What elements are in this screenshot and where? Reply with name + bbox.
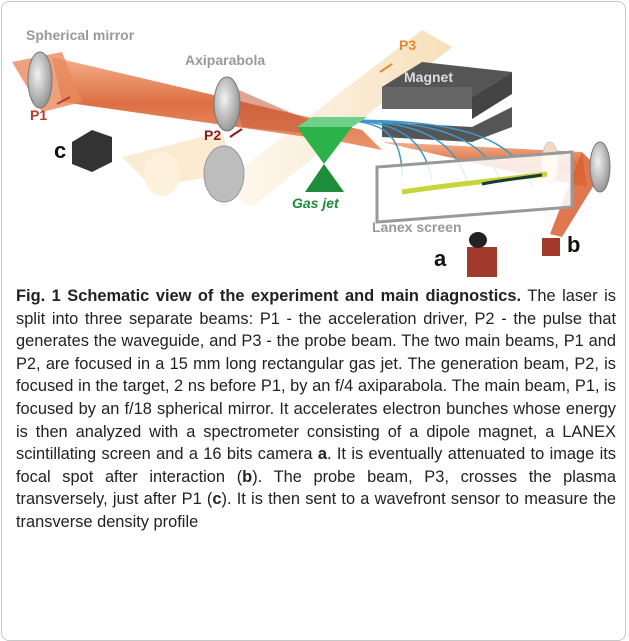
electron-signal-core	[481, 173, 543, 186]
lens	[144, 152, 180, 196]
lanex-screen	[375, 150, 574, 224]
probe-mirror	[203, 145, 245, 203]
caption-text: . It is eventually attenuated to image i…	[16, 445, 616, 486]
label: Gas jet	[292, 195, 340, 211]
camera-a-lens	[469, 232, 487, 248]
label: Lanex screen	[372, 219, 462, 235]
label: b	[567, 232, 580, 257]
label: c	[54, 138, 66, 163]
camera-b	[542, 238, 560, 256]
caption-ref: b	[242, 467, 253, 486]
spherical-mirror	[27, 51, 53, 109]
arrow-p2	[229, 128, 243, 138]
gas-jet-top	[297, 127, 352, 164]
arrow-p3	[379, 63, 393, 73]
label: P3	[399, 37, 416, 53]
gas-jet-nozzle	[305, 164, 344, 192]
magnet-lower	[382, 107, 512, 142]
magnet-side	[472, 72, 512, 119]
caption-text: ). It is then sent to a wavefront sensor…	[16, 490, 616, 531]
caption-text: ). The probe beam, P3, crosses the plasm…	[16, 467, 616, 509]
caption: Fig. 1 Schematic view of the experiment …	[16, 285, 616, 534]
camera-c	[72, 130, 112, 172]
magnet-upper	[382, 87, 472, 109]
axiparabola-mirror	[213, 76, 241, 132]
label: Spherical mirror	[26, 27, 135, 43]
label: a	[434, 246, 447, 271]
label: Magnet	[404, 69, 453, 85]
gas-jet-face	[297, 117, 367, 127]
arrow-p1	[56, 96, 71, 105]
label: P2	[204, 127, 221, 143]
schematic: Spherical mirror Axiparabola P3 Magnet P…	[12, 27, 611, 277]
caption-ref: a	[317, 445, 327, 464]
mirror-right	[589, 141, 611, 193]
caption-text: The laser is split into three separate b…	[16, 287, 616, 464]
caption-ref: c	[212, 490, 222, 509]
label: Axiparabola	[185, 52, 265, 68]
camera-a	[467, 247, 497, 277]
attenuated-beam	[550, 152, 602, 237]
caption-title: Fig. 1 Schematic view of the experiment …	[16, 287, 522, 305]
label: P1	[30, 107, 47, 123]
